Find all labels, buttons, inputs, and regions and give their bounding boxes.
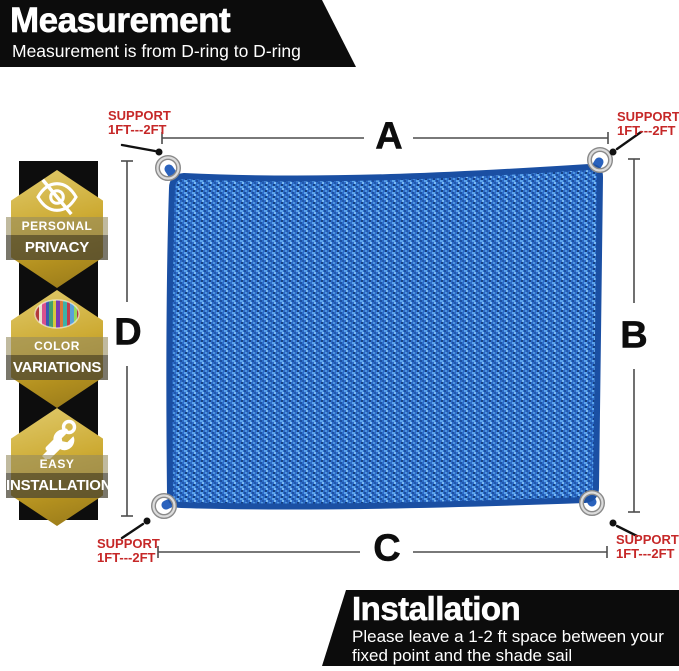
d-ring-bottom-left xyxy=(151,493,177,519)
badge-easy-installation: EASY INSTALLATION xyxy=(6,408,112,526)
measurement-title: Measurement xyxy=(10,1,231,41)
eye-off-icon xyxy=(36,178,78,216)
badge-top-label: PERSONAL xyxy=(6,217,108,235)
dimension-line-c xyxy=(157,546,608,558)
dimension-line-b xyxy=(628,158,640,513)
d-ring-top-right xyxy=(587,147,613,173)
support-line2: 1FT---2FT xyxy=(97,550,156,566)
support-note-top-left: SUPPORT 1FT---2FT xyxy=(108,108,171,138)
support-note-top-right: SUPPORT 1FT---2FT xyxy=(617,109,679,139)
support-note-bottom-left: SUPPORT 1FT---2FT xyxy=(97,536,160,566)
support-note-bottom-right: SUPPORT 1FT---2FT xyxy=(616,532,679,562)
measurement-banner: Measurement Measurement is from D-ring t… xyxy=(0,0,356,67)
support-line1: SUPPORT xyxy=(108,108,171,123)
installation-subtitle-line2: fixed point and the shade sail xyxy=(352,646,573,665)
support-arrows xyxy=(120,130,643,540)
support-line1: SUPPORT xyxy=(616,532,679,547)
dimension-lines xyxy=(121,132,640,558)
installation-banner: Installation Please leave a 1-2 ft space… xyxy=(322,590,679,666)
badge-bottom-label: VARIATIONS xyxy=(6,355,108,380)
dimension-line-d xyxy=(121,160,133,517)
measurement-subtitle: Measurement is from D-ring to D-ring xyxy=(12,41,301,61)
shade-sail xyxy=(151,147,613,519)
support-line1: SUPPORT xyxy=(97,536,160,551)
support-dots xyxy=(143,148,617,527)
dimension-label-a: A xyxy=(375,115,403,158)
wrench-tools-icon xyxy=(42,419,77,459)
color-swatches-icon xyxy=(34,299,80,329)
installation-title: Installation xyxy=(352,590,521,627)
badge-color-variations: COLOR VARIATIONS xyxy=(6,290,108,408)
support-line1: SUPPORT xyxy=(617,109,679,124)
dimension-label-b: B xyxy=(620,314,648,357)
dimension-line-a xyxy=(161,132,609,144)
d-ring-bottom-right xyxy=(579,490,605,516)
support-line2: 1FT---2FT xyxy=(617,123,676,139)
badge-top-label: EASY xyxy=(6,455,108,473)
sail-fabric xyxy=(166,163,603,510)
badge-top-label: COLOR xyxy=(6,337,108,355)
d-ring-top-left xyxy=(155,155,181,181)
badge-bottom-label: INSTALLATION xyxy=(6,473,112,498)
support-line2: 1FT---2FT xyxy=(616,546,675,562)
badge-personal-privacy: PERSONAL PRIVACY xyxy=(6,170,108,288)
support-line2: 1FT---2FT xyxy=(108,122,167,138)
installation-subtitle-line1: Please leave a 1-2 ft space between your xyxy=(352,627,664,646)
dimension-label-c: C xyxy=(373,527,401,570)
badge-bottom-label: PRIVACY xyxy=(6,235,108,260)
dimension-label-d: D xyxy=(114,311,142,354)
